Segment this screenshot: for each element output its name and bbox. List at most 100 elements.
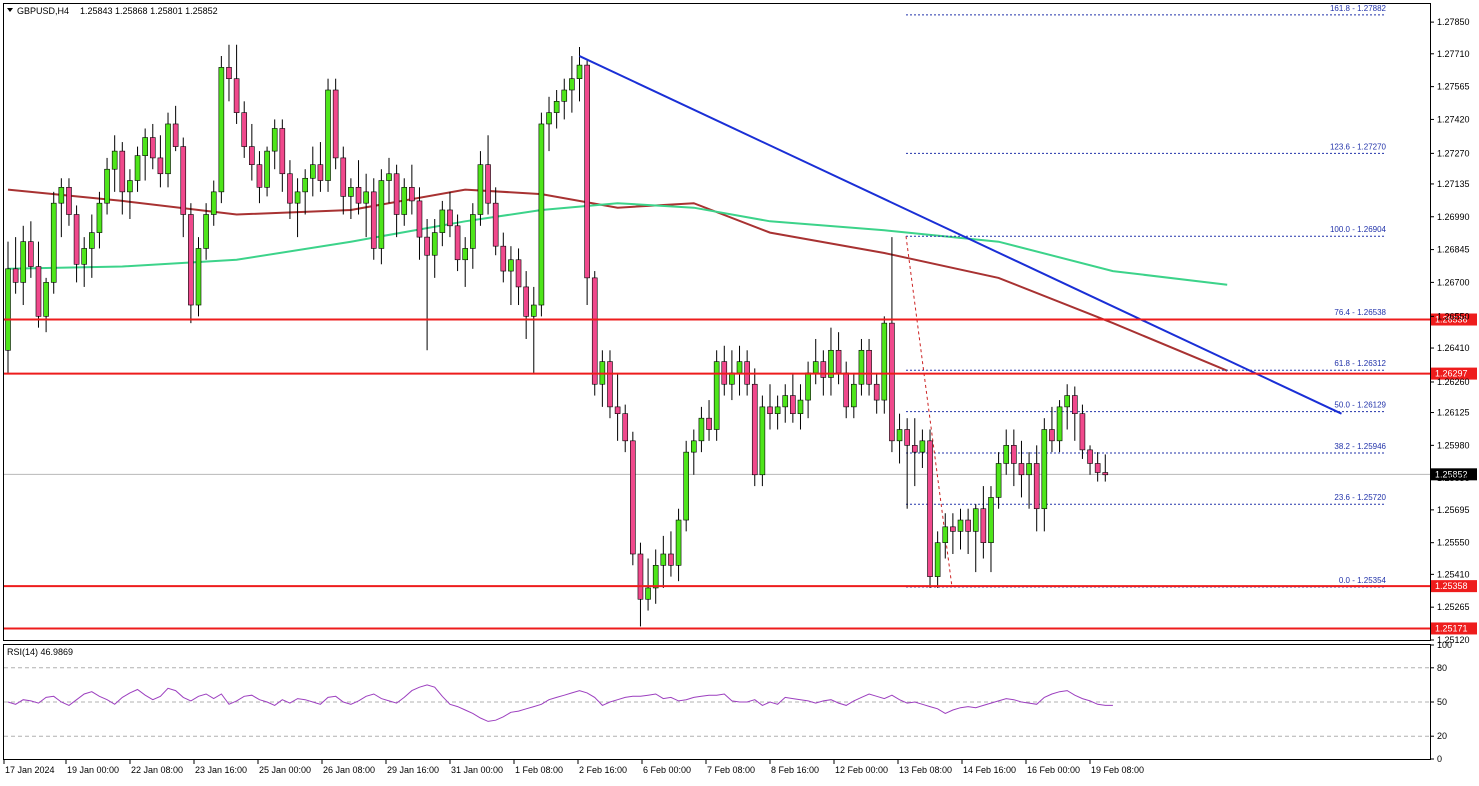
candle-body-down [447,209,453,227]
candle-body-up [111,150,118,170]
rsi-tick-label: 80 [1437,663,1447,673]
candle [241,101,248,158]
candle-body-up [348,187,354,197]
candle [73,205,80,283]
level-price-label: 1.25358 [1435,581,1468,591]
candle-body-down [622,413,629,442]
candle-body-up [20,241,27,283]
candle [340,146,347,215]
candle [172,105,179,152]
candle-body-up [309,164,316,179]
candle [980,486,987,559]
candle [713,350,720,441]
candle [119,142,126,215]
candle-body-down [249,146,255,165]
candle [370,178,377,260]
candle-body-up [934,542,941,577]
candle [401,178,408,226]
candle-body-up [828,349,834,378]
candle-body-down [485,164,491,204]
candle [1094,452,1101,482]
candle [515,248,522,306]
candle [591,271,598,396]
candle [927,429,933,588]
x-tick-label: 7 Feb 08:00 [707,765,755,775]
candle-body-up [538,123,545,306]
x-tick-label: 29 Jan 16:00 [387,765,439,775]
candle [28,221,34,278]
fib-level-label: 100.0 - 1.26904 [1330,225,1387,234]
candle-body-down [35,266,42,317]
candle-body-up [1041,429,1048,510]
candle-body-up [1056,406,1063,442]
candle [690,429,697,475]
candle [751,368,758,487]
candle [553,90,560,129]
candle-body-down [523,286,529,317]
candle-body-up [134,155,141,181]
candle-body-up [439,209,446,233]
level-price-label: 1.25171 [1435,623,1468,633]
candle-body-up [530,304,537,317]
candle-body-up [264,150,270,188]
candle [492,187,499,256]
candle [157,135,164,188]
candle [66,178,72,226]
y-tick-label: 1.25265 [1437,602,1470,612]
candle-body-up [81,248,87,265]
candle-body-down [927,440,933,577]
candle-body-down [241,112,248,147]
candle-body-down [279,128,286,175]
candle-body-down [1072,395,1078,414]
dropdown-triangle-icon[interactable] [7,8,13,12]
candle-body-up [576,64,583,79]
candle [1079,404,1086,459]
x-tick-label: 8 Feb 16:00 [771,765,819,775]
candle-body-down [340,157,347,197]
candle-body-up [896,429,903,442]
candle-body-down [767,406,773,414]
candle [89,214,95,278]
candle-body-up [271,128,278,152]
y-tick-label: 1.27420 [1437,114,1470,124]
x-tick-label: 31 Jan 00:00 [451,765,503,775]
candle [203,203,209,260]
candle [500,232,507,283]
y-tick-label: 1.26260 [1437,377,1470,387]
candle [12,237,19,294]
candle [485,135,491,215]
candle-body-down [28,241,34,267]
y-tick-label: 1.26990 [1437,212,1470,222]
candle-body-up [569,78,575,91]
candle [1072,386,1078,441]
candle-body-up [165,123,171,175]
candle-body-down [584,64,590,279]
candle-body-down [256,164,263,188]
candle-body-down [492,202,499,247]
candle-body-down [1018,463,1025,476]
candle-body-up [431,232,438,256]
candle-body-up [858,349,865,385]
candle [630,431,636,566]
candle [233,44,240,124]
candle [1018,440,1025,498]
y-tick-label: 1.25120 [1437,635,1470,645]
candle-body-down [416,200,423,238]
candle [866,338,872,396]
candle [1064,384,1070,430]
ohlc-readout: 1.25843 1.25868 1.25801 1.25852 [80,6,218,16]
candle [454,214,461,272]
candle-body-up [477,164,484,215]
candle [1003,429,1010,475]
candle-body-down [515,259,522,288]
candle [165,112,171,188]
candle [919,429,926,468]
candle [767,384,773,430]
candle [256,151,263,204]
candle [355,160,362,215]
candle [279,119,286,192]
candle [881,316,888,414]
candle-body-up [1064,395,1070,408]
candle-body-down [149,137,156,159]
